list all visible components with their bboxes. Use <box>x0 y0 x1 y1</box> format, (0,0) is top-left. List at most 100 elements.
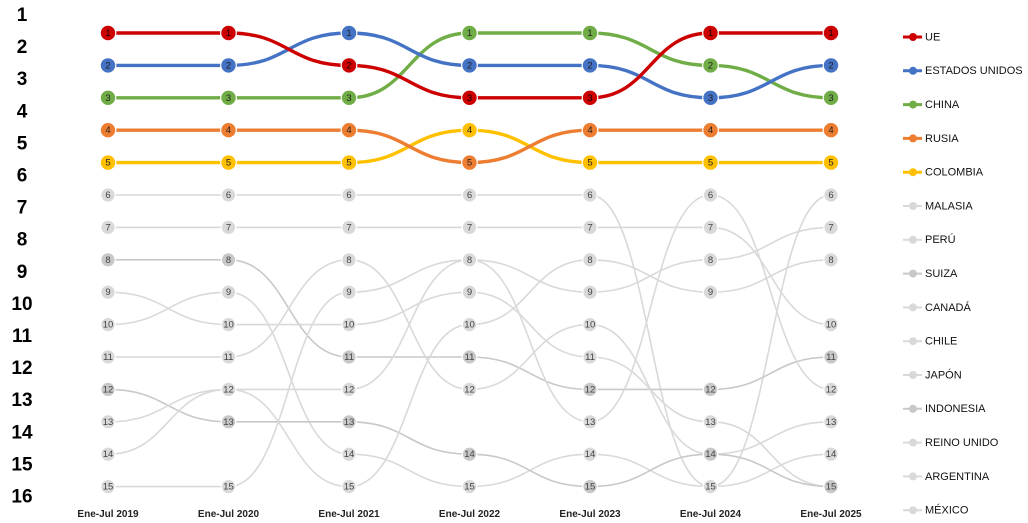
marker-japon: 10 <box>582 316 598 333</box>
marker-chile: 9 <box>220 284 237 300</box>
data-label: 4 <box>226 125 231 136</box>
data-label: 10 <box>464 320 475 331</box>
marker-malasia: 6 <box>582 187 598 203</box>
marker-dot <box>702 478 719 495</box>
marker-dot <box>461 219 478 236</box>
data-label: 3 <box>467 93 472 104</box>
marker-ue: 1 <box>822 24 840 42</box>
legend-swatch-dot <box>909 202 917 210</box>
marker-rusia: 4 <box>99 121 117 139</box>
series-line-indonesia <box>107 388 832 488</box>
data-label: 5 <box>226 158 231 169</box>
marker-indonesia: 13 <box>341 413 357 430</box>
data-label: 3 <box>105 93 110 104</box>
marker-dot <box>822 89 840 107</box>
marker-dot <box>702 413 719 430</box>
marker-dot <box>341 219 357 236</box>
marker-dot <box>822 154 840 172</box>
marker-china: 1 <box>461 24 478 42</box>
data-label: 9 <box>346 287 351 298</box>
marker-dot <box>220 349 237 365</box>
data-label: 6 <box>828 190 833 201</box>
marker-argentina: 8 <box>702 251 719 268</box>
marker-indonesia: 14 <box>461 446 478 462</box>
legend-label: ARGENTINA <box>925 471 990 483</box>
data-label: 6 <box>467 190 472 201</box>
legend-swatch-dot <box>909 66 917 75</box>
legend-item-malasia: MALASIA <box>903 200 973 212</box>
marker-dot <box>100 284 116 300</box>
marker-dot <box>100 219 116 236</box>
data-label: 10 <box>344 320 355 331</box>
marker-china: 3 <box>99 89 117 107</box>
marker-colombia: 5 <box>340 154 358 172</box>
marker-colombia: 5 <box>822 154 840 172</box>
data-label: 4 <box>587 125 592 136</box>
marker-dot <box>582 349 598 365</box>
marker-argentina: 9 <box>582 284 598 300</box>
data-label: 9 <box>105 287 110 298</box>
data-label: 7 <box>105 222 110 233</box>
marker-suiza: 12 <box>702 381 719 398</box>
marker-dot <box>702 24 719 42</box>
marker-dot <box>340 24 358 42</box>
data-label: 7 <box>226 222 231 233</box>
marker-dot <box>461 284 478 300</box>
legend-swatch-dot <box>909 168 917 177</box>
data-label: 1 <box>226 28 231 39</box>
marker-indonesia: 15 <box>582 478 598 495</box>
marker-canada: 10 <box>220 316 237 333</box>
marker-chile: 14 <box>341 446 357 462</box>
data-label: 2 <box>467 60 472 71</box>
marker-dot <box>822 57 840 74</box>
marker-japon: 13 <box>823 413 839 430</box>
data-label: 1 <box>346 28 351 39</box>
data-label: 7 <box>587 222 592 233</box>
marker-ue: 2 <box>340 57 358 74</box>
marker-dot <box>823 381 839 398</box>
series-line-mexico <box>107 194 832 488</box>
legend-label: COLOMBIA <box>925 167 984 179</box>
data-label: 15 <box>826 482 837 493</box>
data-label: 9 <box>226 287 231 298</box>
marker-rusia: 4 <box>702 121 719 139</box>
marker-dot <box>220 413 237 430</box>
legend-item-rusia: RUSIA <box>903 133 959 145</box>
marker-dot <box>461 316 478 333</box>
marker-dot <box>702 446 719 462</box>
data-label: 5 <box>105 158 110 169</box>
marker-japon: 11 <box>100 349 116 365</box>
marker-dot <box>461 154 478 172</box>
legend-label: CHINA <box>925 99 960 111</box>
marker-rusia: 4 <box>340 121 358 139</box>
legend: UE ESTADOS UNIDOS CHINA RUSIA COLOMBIA MALASI… <box>903 31 1023 517</box>
legend-item-japon: JAPÓN <box>903 368 962 381</box>
marker-dot <box>461 381 478 398</box>
marker-canada: 9 <box>100 284 116 300</box>
x-axis-label: Ene-Jul 2023 <box>559 509 621 520</box>
data-label: 3 <box>346 93 351 104</box>
y-rank-label: 7 <box>17 198 28 219</box>
marker-japon: 12 <box>461 381 478 398</box>
marker-dot <box>99 24 117 42</box>
data-label: 13 <box>103 417 114 428</box>
data-label: 1 <box>105 28 110 39</box>
marker-dot <box>100 251 116 268</box>
marker-mexico: 8 <box>461 251 478 268</box>
data-label: 2 <box>346 60 351 71</box>
marker-dot <box>702 381 719 398</box>
marker-dot <box>582 251 598 268</box>
data-label: 13 <box>344 417 355 428</box>
marker-dot <box>100 381 116 398</box>
data-label: 13 <box>585 417 596 428</box>
legend-label: INDONESIA <box>925 403 986 415</box>
marker-dot <box>100 478 116 495</box>
data-label: 2 <box>587 60 592 71</box>
legend-item-indonesia: INDONESIA <box>903 403 986 415</box>
data-label: 11 <box>585 352 595 363</box>
data-label: 14 <box>344 449 355 460</box>
data-label: 12 <box>223 384 234 395</box>
marker-ue: 3 <box>461 89 478 107</box>
marker-china: 3 <box>220 89 237 107</box>
